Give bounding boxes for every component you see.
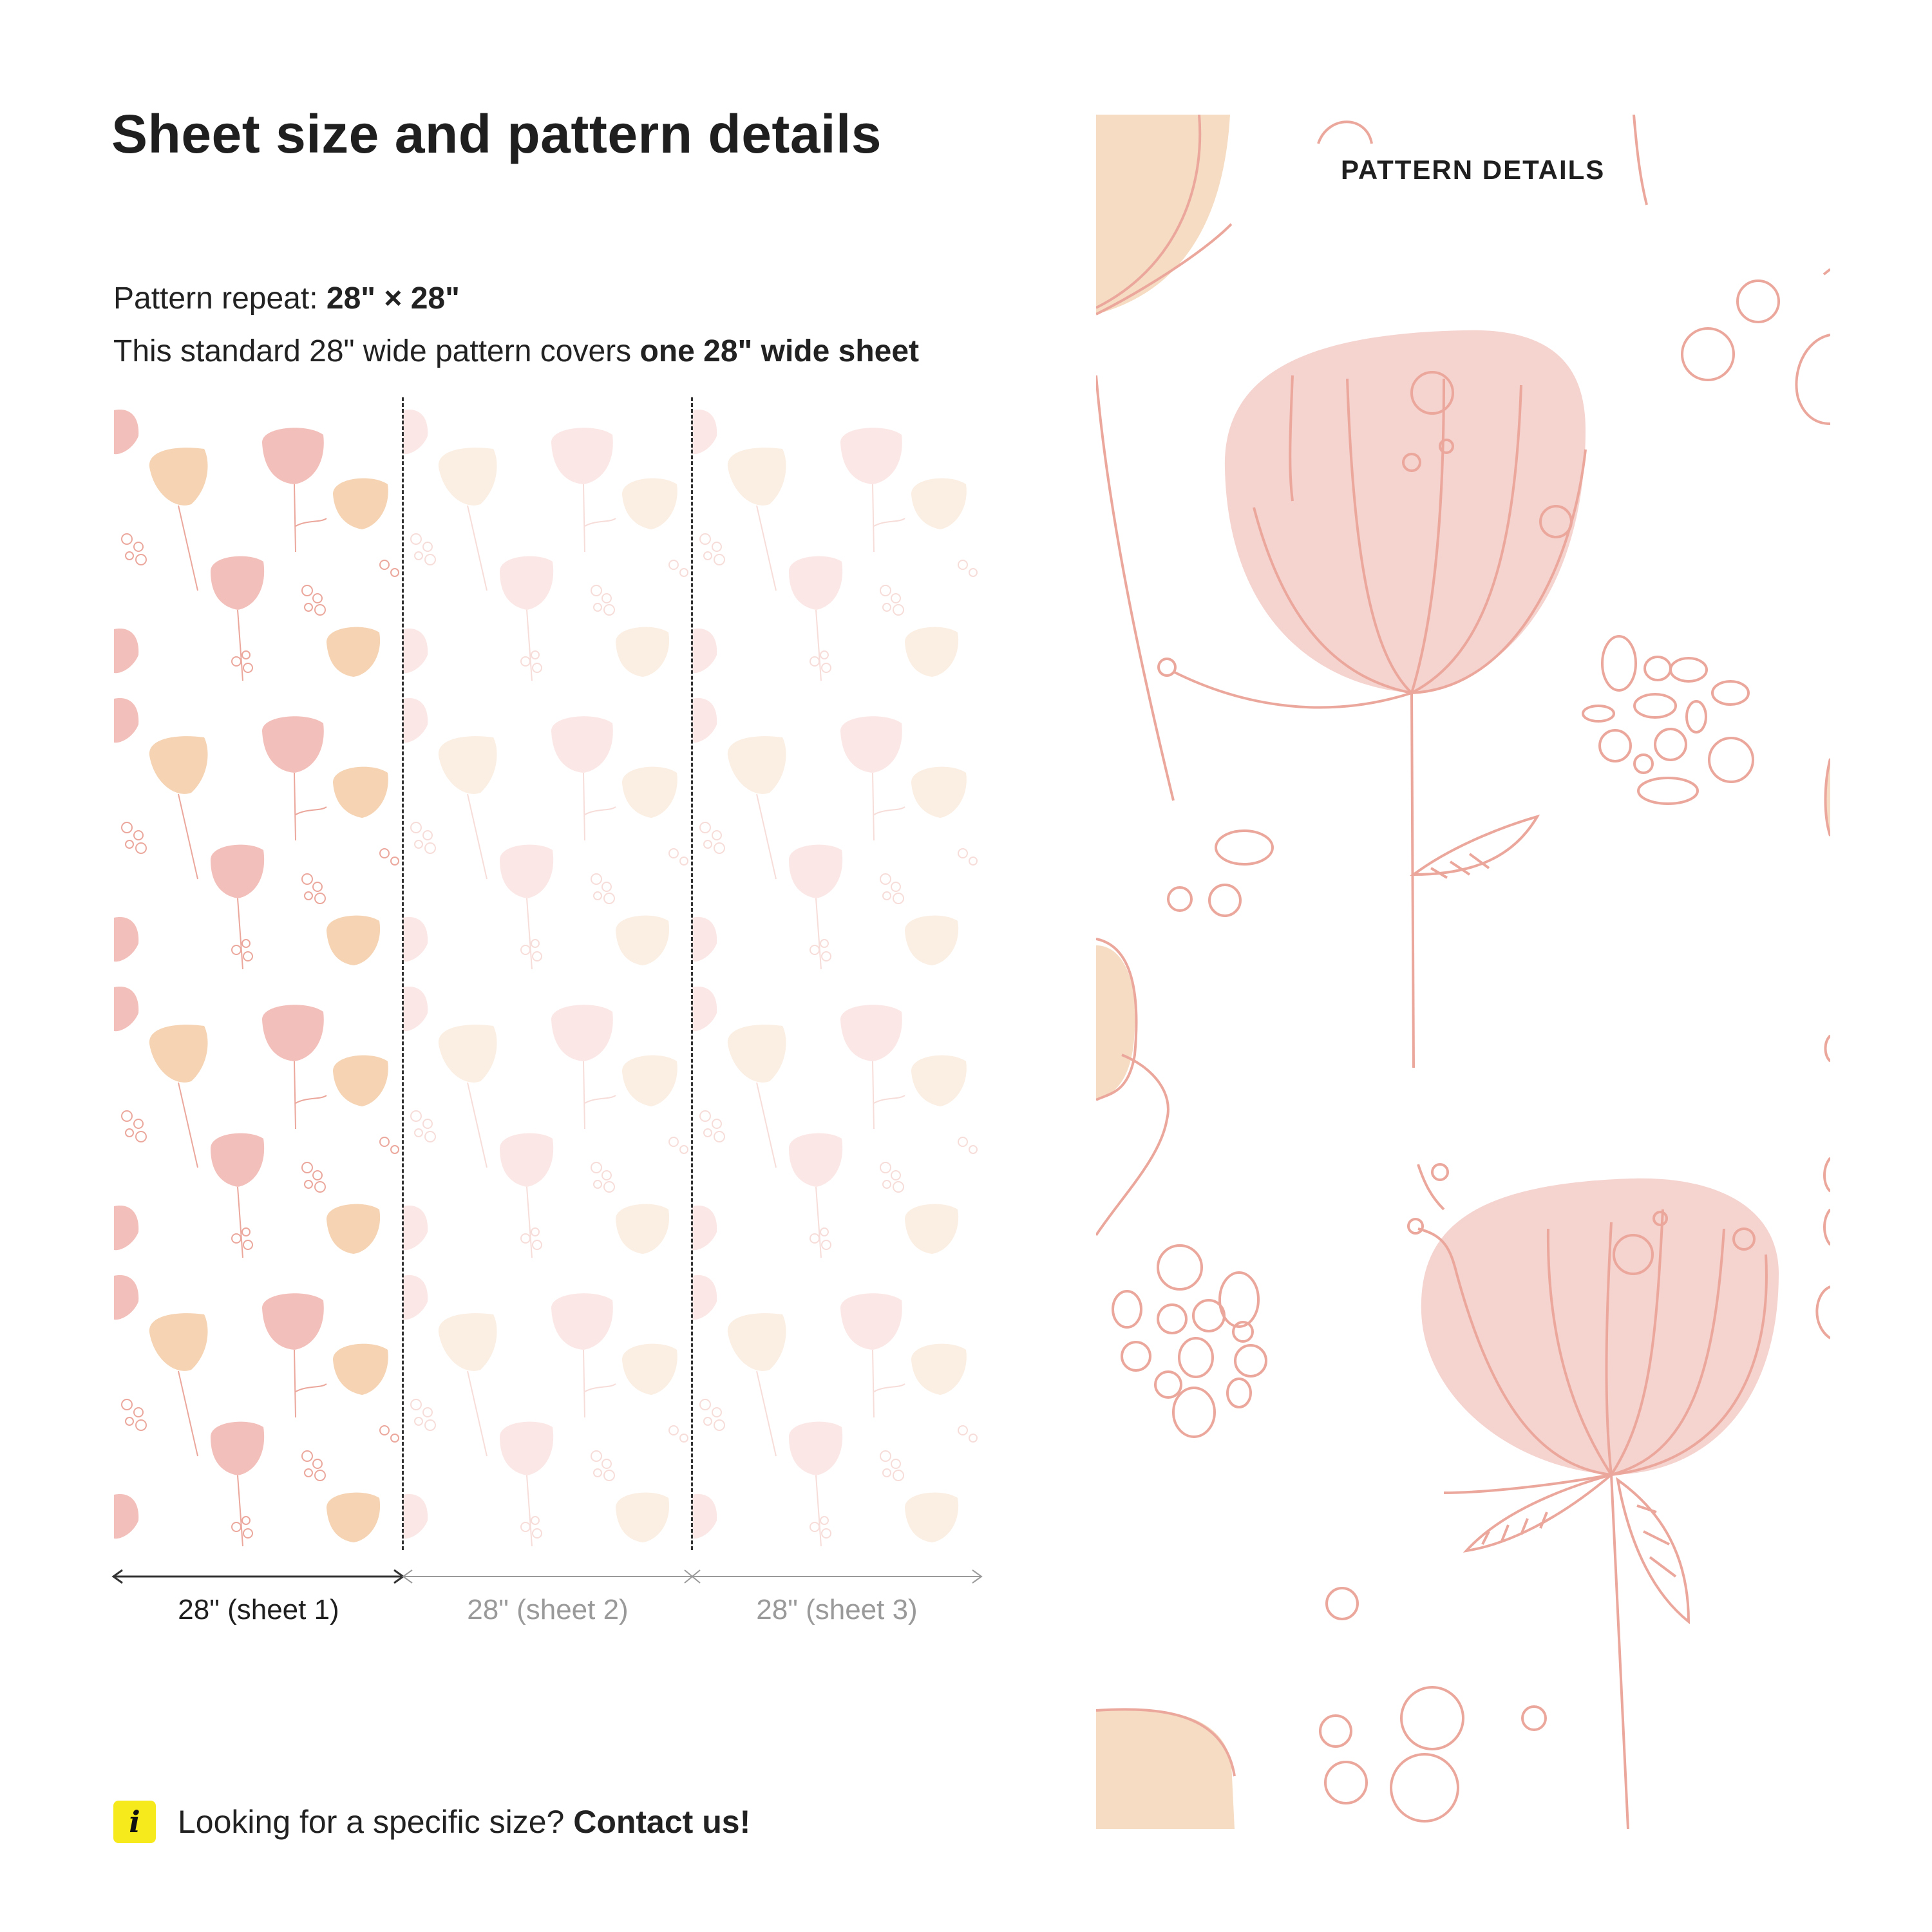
coverage-bold: one 28" wide sheet	[639, 334, 920, 368]
coverage-line: This standard 28" wide pattern covers on…	[113, 334, 919, 369]
sheet-3-preview	[692, 397, 981, 1550]
pattern-detail-panel	[1096, 115, 1830, 1829]
pattern-details-title: PATTERN DETAILS	[1341, 155, 1605, 185]
contact-row: i Looking for a specific size? Contact u…	[113, 1799, 750, 1844]
sheet-2-fade	[403, 397, 692, 1550]
contact-question: Looking for a specific size?	[178, 1804, 574, 1840]
sheet-seam-2	[691, 397, 693, 1550]
contact-text: Looking for a specific size? Contact us!	[178, 1803, 750, 1841]
measure-arrows	[111, 1569, 983, 1584]
sheet-1-preview	[114, 397, 403, 1550]
coverage-text: This standard 28" wide pattern covers	[113, 334, 640, 368]
sheet-1-pattern	[114, 397, 403, 1550]
sheet-preview	[114, 397, 982, 1550]
contact-us-link[interactable]: Contact us!	[573, 1804, 751, 1840]
sheet-3-fade	[692, 397, 981, 1550]
pattern-repeat-line: Pattern repeat: 28" × 28"	[113, 281, 460, 316]
sheet-2-preview	[403, 397, 692, 1550]
pattern-detail-illustration	[1096, 115, 1830, 1829]
sheet-1-label: 28" (sheet 1)	[178, 1594, 339, 1625]
pattern-repeat-value: 28" × 28"	[326, 281, 460, 316]
pattern-repeat-label: Pattern repeat:	[113, 281, 327, 316]
info-icon: i	[113, 1801, 156, 1843]
sheet-measure-line	[109, 1564, 987, 1589]
sheet-2-label: 28" (sheet 2)	[467, 1594, 629, 1625]
page-title: Sheet size and pattern details	[111, 104, 882, 164]
sheet-seam-1	[402, 397, 404, 1550]
sheet-3-label: 28" (sheet 3)	[756, 1594, 918, 1625]
